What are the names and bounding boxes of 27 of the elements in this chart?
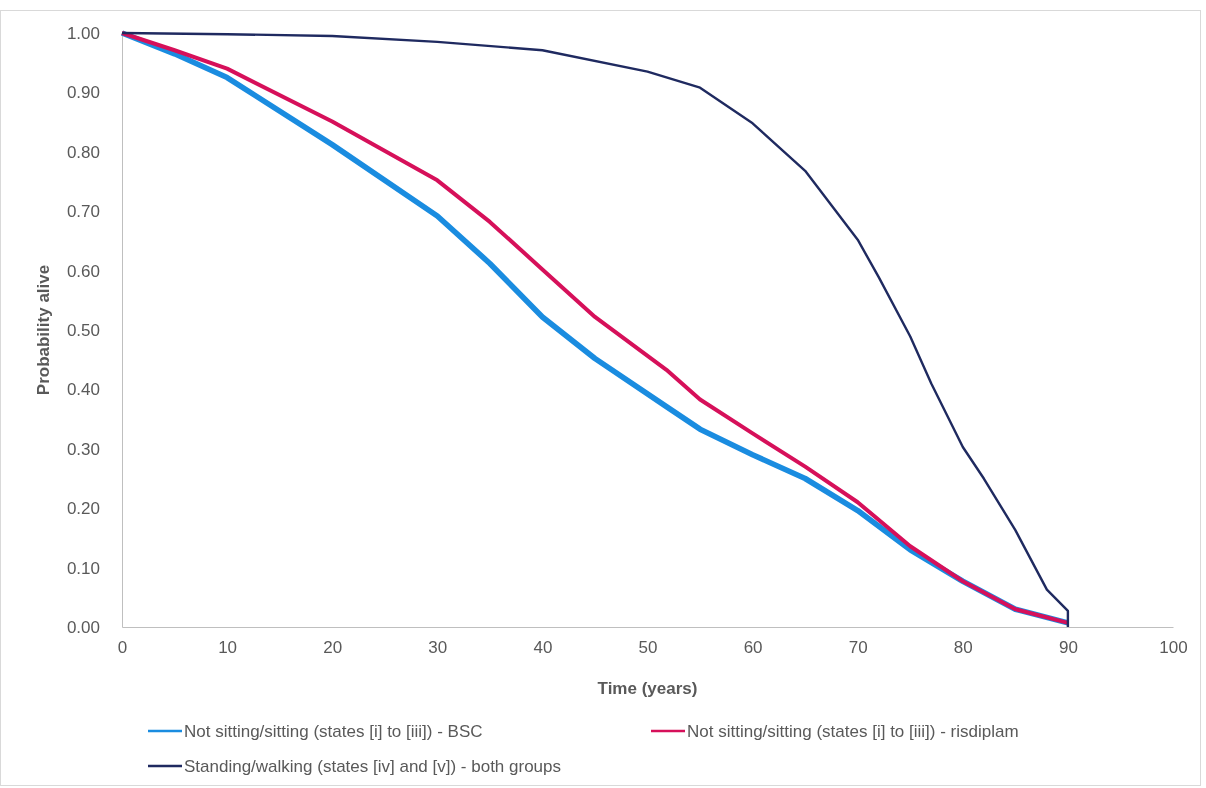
y-tick-label: 0.20	[66, 499, 100, 519]
x-tick-label: 20	[323, 638, 343, 658]
y-tick-label: 0.60	[66, 261, 100, 281]
legend-label: Not sitting/sitting (states [i] to [iii]) - risdiplam	[687, 722, 1019, 741]
x-tick-label: 100	[1159, 638, 1188, 658]
x-tick-label: 80	[953, 638, 973, 658]
x-axis-title: Time (years)	[597, 679, 698, 698]
y-tick-label: 0.90	[66, 83, 100, 103]
x-tick-label: 40	[533, 638, 553, 658]
y-tick-label: 0.40	[66, 380, 100, 400]
y-tick-label: 0.70	[66, 202, 100, 222]
legend-label: Standing/walking (states [iv] and [v]) - both groups	[184, 757, 562, 776]
y-tick-label: 1.00	[66, 23, 100, 43]
x-tick-label: 60	[743, 638, 763, 658]
y-tick-label: 0.50	[66, 320, 100, 340]
legend-label: Not sitting/sitting (states [i] to [iii]) - BSC	[184, 722, 483, 741]
x-tick-label: 70	[848, 638, 868, 658]
x-tick-label: 50	[638, 638, 658, 658]
x-tick-label: 0	[117, 638, 128, 658]
y-axis-title: Probability alive	[34, 264, 53, 396]
y-tick-label: 0.30	[66, 439, 100, 459]
x-tick-label: 30	[428, 638, 448, 658]
y-tick-label: 0.10	[66, 558, 100, 578]
x-tick-label: 90	[1058, 638, 1078, 658]
y-tick-label: 0.00	[66, 617, 100, 637]
y-tick-label: 0.80	[66, 142, 100, 162]
x-tick-label: 10	[218, 638, 238, 658]
